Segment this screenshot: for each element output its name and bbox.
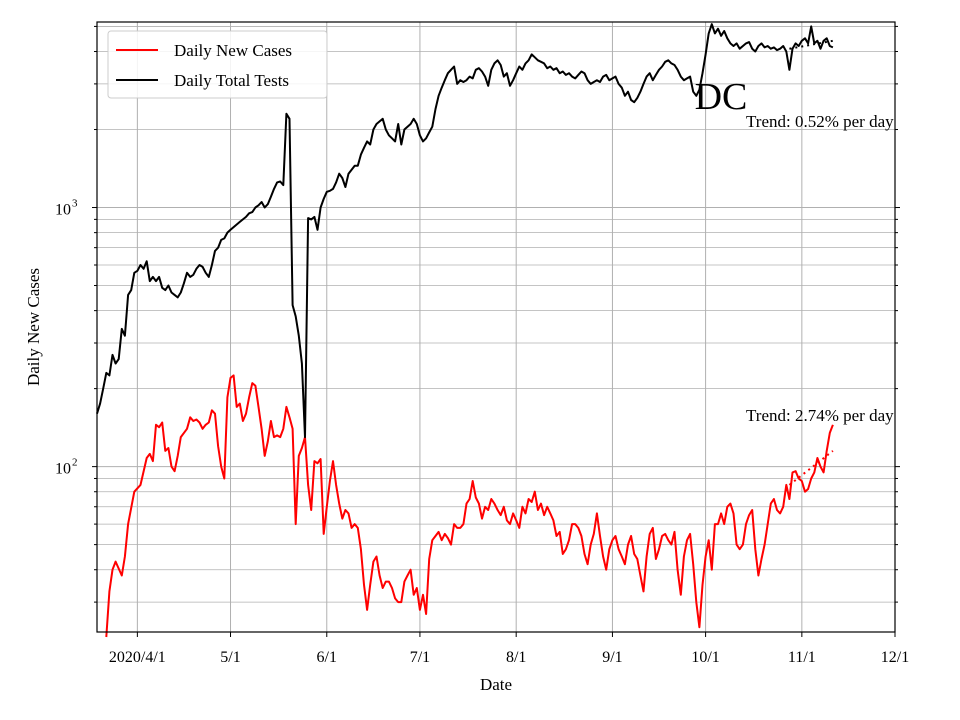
- legend-label-cases: Daily New Cases: [174, 41, 292, 60]
- y-tick-label-exponent: 3: [72, 198, 78, 210]
- trend-line-tests: [789, 39, 834, 50]
- trend-label-cases: Trend: 2.74% per day: [746, 406, 894, 425]
- x-tick-label: 9/1: [602, 649, 622, 666]
- y-axis-label: Daily New Cases: [24, 268, 43, 386]
- x-tick-label: 6/1: [317, 649, 337, 666]
- trend-label-tests: Trend: 0.52% per day: [746, 112, 894, 131]
- x-tick-label: 7/1: [410, 649, 430, 666]
- legend: Daily New Cases Daily Total Tests: [107, 30, 328, 99]
- y-tick-label: 10: [55, 461, 71, 478]
- x-tick-label: 5/1: [220, 649, 240, 666]
- x-axis-label: Date: [480, 675, 512, 694]
- y-tick-label-exponent: 2: [72, 457, 78, 469]
- y-tick-label: 10: [55, 202, 71, 219]
- trend-layer: [788, 39, 834, 486]
- series-line-daily-total-tests: [96, 23, 834, 439]
- plot-frame: [96, 21, 896, 633]
- chart-title: DC: [695, 76, 748, 118]
- grid-layer: [97, 22, 896, 632]
- x-tick-label: 2020/4/1: [109, 649, 166, 666]
- x-tick-label: 12/1: [881, 649, 909, 666]
- legend-label-tests: Daily Total Tests: [174, 71, 289, 90]
- x-tick-label: 8/1: [506, 649, 526, 666]
- x-axis-ticks: 2020/4/1 5/1 6/1 7/1 8/1 9/1 10/1 11/1 12/1: [109, 632, 909, 666]
- legend-box: [107, 30, 328, 99]
- x-tick-label: 10/1: [691, 649, 719, 666]
- series-layer: [96, 23, 834, 638]
- x-tick-label: 11/1: [788, 649, 816, 666]
- series-line-daily-new-cases: [105, 374, 834, 638]
